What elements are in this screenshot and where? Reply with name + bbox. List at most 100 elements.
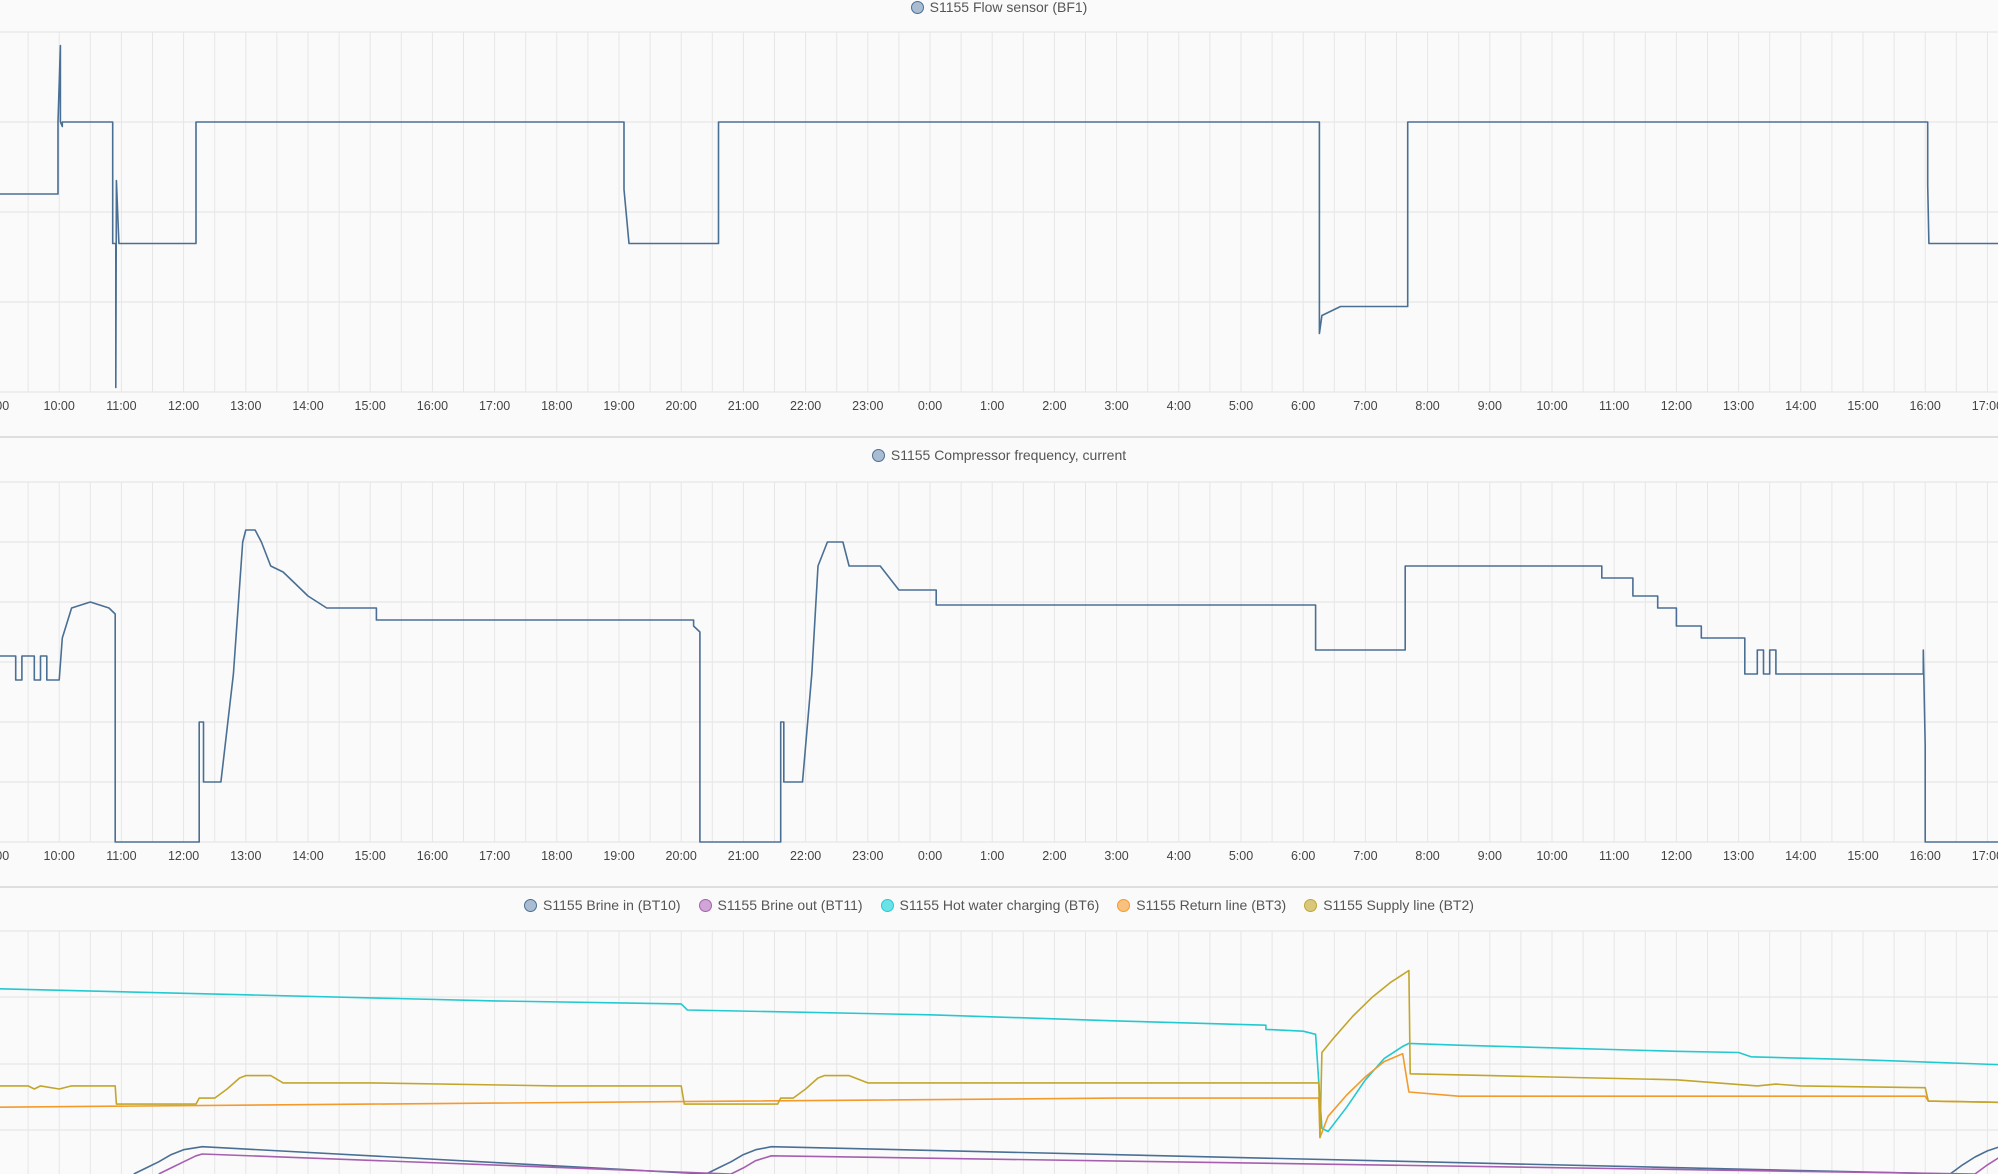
x-tick-label: 14:00 (1785, 849, 1816, 863)
x-tick-label: 19:00 (603, 399, 634, 413)
x-tick-label: 17:00 (1972, 849, 1998, 863)
x-tick-label: 17:00 (1972, 399, 1998, 413)
x-tick-label: 0:00 (918, 849, 942, 863)
x-tick-label: 10:00 (44, 399, 75, 413)
x-tick-label: 20:00 (666, 399, 697, 413)
x-tick-label: 16:00 (1910, 399, 1941, 413)
x-tick-label: 17:00 (479, 399, 510, 413)
x-tick-label: 18:00 (541, 399, 572, 413)
x-tick-label: 13:00 (1723, 849, 1754, 863)
legend-item[interactable]: S1155 Supply line (BT2) (1304, 897, 1474, 913)
x-tick-label: 2:00 (1042, 849, 1066, 863)
legend-chart-1: S1155 Flow sensor (BF1) (0, 0, 1998, 18)
x-tick-label: 15:00 (1847, 399, 1878, 413)
legend-label: S1155 Compressor frequency, current (890, 447, 1127, 463)
x-tick-label: 18:00 (541, 849, 572, 863)
x-tick-label: 9:00 (1478, 849, 1502, 863)
legend-label: S1155 Return line (BT3) (1136, 897, 1287, 913)
x-tick-label: 15:00 (1847, 849, 1878, 863)
x-tick-label: 23:00 (852, 849, 883, 863)
x-tick-label: 3:00 (1104, 399, 1128, 413)
series-line (0, 44, 1998, 389)
x-tick-label: 5:00 (1229, 399, 1253, 413)
series-line (0, 1052, 1998, 1139)
x-tick-label: 9:00 (0, 849, 9, 863)
x-tick-label: 8:00 (1415, 849, 1439, 863)
x-tick-label: 22:00 (790, 849, 821, 863)
x-tick-label: 9:00 (1478, 399, 1502, 413)
x-tick-label: 12:00 (168, 399, 199, 413)
x-tick-label: 12:00 (1661, 399, 1692, 413)
legend-label: S1155 Flow sensor (BF1) (929, 0, 1088, 15)
x-tick-label: 10:00 (1536, 399, 1567, 413)
x-tick-label: 16:00 (417, 849, 448, 863)
x-tick-label: 9:00 (0, 399, 9, 413)
x-tick-label: 0:00 (918, 399, 942, 413)
x-tick-label: 8:00 (1415, 399, 1439, 413)
compressor-frequency-chart: 9:00 10:00 11:00 12:00 13:00 14:00 15:00 16:00 1… (0, 481, 1998, 863)
legend-label: S1155 Hot water charging (BT6) (899, 897, 1100, 913)
legend-item[interactable]: S1155 Compressor frequency, current (871, 447, 1127, 463)
legend-chart-3: S1155 Brine in (BT10) S1155 Brine out (BT… (0, 894, 1998, 916)
x-tick-label: 14:00 (292, 399, 323, 413)
x-tick-label: 16:00 (1910, 849, 1941, 863)
legend-label: S1155 Supply line (BT2) (1323, 897, 1474, 913)
chart-divider (0, 886, 1998, 888)
x-tick-label: 3:00 (1104, 849, 1128, 863)
x-tick-label: 15:00 (355, 849, 386, 863)
series-line (133, 1145, 1998, 1174)
x-tick-label: 17:00 (479, 849, 510, 863)
series-line (158, 1153, 1998, 1174)
x-tick-label: 13:00 (230, 399, 261, 413)
x-tick-label: 1:00 (980, 399, 1004, 413)
x-tick-label: 4:00 (1167, 849, 1191, 863)
x-tick-label: 10:00 (1536, 849, 1567, 863)
legend-label: S1155 Brine in (BT10) (543, 897, 681, 913)
legend-marker-icon (524, 898, 538, 912)
series-line (0, 529, 1998, 843)
x-tick-label: 20:00 (666, 849, 697, 863)
x-tick-label: 12:00 (168, 849, 199, 863)
x-tick-label: 4:00 (1167, 399, 1191, 413)
x-tick-label: 19:00 (603, 849, 634, 863)
legend-marker-icon (871, 448, 885, 462)
x-tick-label: 14:00 (1785, 399, 1816, 413)
legend-chart-2: S1155 Compressor frequency, current (0, 444, 1998, 466)
x-tick-label: 21:00 (728, 399, 759, 413)
x-tick-label: 14:00 (292, 849, 323, 863)
x-tick-label: 11:00 (106, 849, 136, 863)
x-tick-label: 7:00 (1353, 849, 1377, 863)
x-tick-label: 22:00 (790, 399, 821, 413)
x-tick-label: 5:00 (1229, 849, 1253, 863)
legend-item[interactable]: S1155 Brine out (BT11) (698, 897, 863, 913)
series-line (0, 987, 1998, 1133)
x-tick-label: 7:00 (1353, 399, 1377, 413)
legend-marker-icon (1117, 898, 1131, 912)
x-tick-label: 12:00 (1661, 849, 1692, 863)
legend-marker-icon (910, 0, 924, 14)
series-line (0, 969, 1998, 1139)
x-tick-label: 16:00 (417, 399, 448, 413)
legend-label: S1155 Brine out (BT11) (717, 897, 863, 913)
x-tick-label: 6:00 (1291, 399, 1315, 413)
x-tick-label: 21:00 (728, 849, 759, 863)
x-tick-label: 6:00 (1291, 849, 1315, 863)
legend-item[interactable]: S1155 Hot water charging (BT6) (880, 897, 1100, 913)
legend-marker-icon (1304, 898, 1318, 912)
legend-item[interactable]: S1155 Brine in (BT10) (524, 897, 681, 913)
legend-item[interactable]: S1155 Flow sensor (BF1) (910, 0, 1088, 15)
x-tick-label: 1:00 (980, 849, 1004, 863)
legend-marker-icon (698, 898, 712, 912)
x-tick-label: 23:00 (852, 399, 883, 413)
flow-sensor-chart: 9:00 10:00 11:00 12:00 13:00 14:00 15:00 16:00 1… (0, 31, 1998, 413)
x-tick-label: 2:00 (1042, 399, 1066, 413)
x-tick-label: 13:00 (1723, 399, 1754, 413)
chart-divider (0, 436, 1998, 438)
x-tick-label: 13:00 (230, 849, 261, 863)
x-tick-label: 11:00 (106, 399, 136, 413)
x-tick-label: 11:00 (1599, 849, 1629, 863)
legend-item[interactable]: S1155 Return line (BT3) (1117, 897, 1286, 913)
legend-marker-icon (880, 898, 894, 912)
